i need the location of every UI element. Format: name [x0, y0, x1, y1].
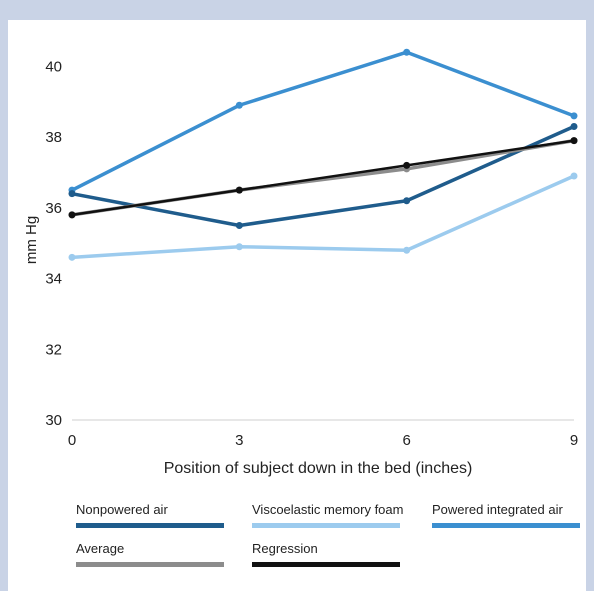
series-point	[68, 190, 76, 198]
series-line	[71, 50, 575, 192]
series-point	[570, 122, 578, 130]
series-point	[235, 222, 243, 229]
y-tick-label: 40	[45, 58, 62, 75]
chart-panel	[8, 20, 586, 591]
legend-swatch	[76, 523, 224, 528]
legend-label: Average	[76, 541, 124, 556]
series-point	[570, 112, 578, 120]
legend-label: Regression	[252, 541, 318, 556]
legend-swatch	[252, 523, 400, 528]
legend-swatch	[252, 562, 400, 567]
chart-legend: Nonpowered air Viscoelastic memory foam Po…	[76, 502, 580, 567]
y-tick-label: 32	[45, 341, 62, 358]
series-point	[403, 161, 411, 169]
series-point	[68, 211, 76, 219]
series-point	[68, 253, 76, 261]
series-point	[235, 101, 243, 109]
y-tick-label: 38	[45, 129, 62, 146]
y-tick-label: 34	[45, 271, 62, 288]
series-line	[71, 174, 575, 260]
legend-label: Powered integrated air	[432, 502, 563, 517]
legend-label: Viscoelastic memory foam	[252, 502, 403, 517]
legend-swatch	[432, 523, 580, 528]
y-tick-label: 30	[45, 412, 62, 429]
legend-swatch	[76, 562, 224, 567]
series-line	[71, 139, 575, 217]
series-point	[570, 137, 578, 145]
x-tick-label: 6	[402, 432, 410, 449]
x-tick-label: 3	[235, 432, 243, 449]
x-axis-label: Position of subject down in the bed (inc…	[164, 460, 473, 477]
y-axis-label: mm Hg	[23, 216, 40, 264]
x-tick-label: 0	[68, 432, 76, 449]
chart-series	[68, 48, 578, 261]
y-tick-label: 36	[45, 200, 62, 217]
x-tick-label: 9	[570, 432, 578, 449]
legend-label: Nonpowered air	[76, 502, 168, 517]
series-point	[235, 186, 243, 194]
series-line	[71, 124, 575, 228]
series-point	[570, 172, 578, 180]
series-point	[235, 243, 243, 251]
series-point	[403, 48, 411, 56]
series-point	[403, 246, 411, 254]
series-point	[403, 197, 411, 205]
